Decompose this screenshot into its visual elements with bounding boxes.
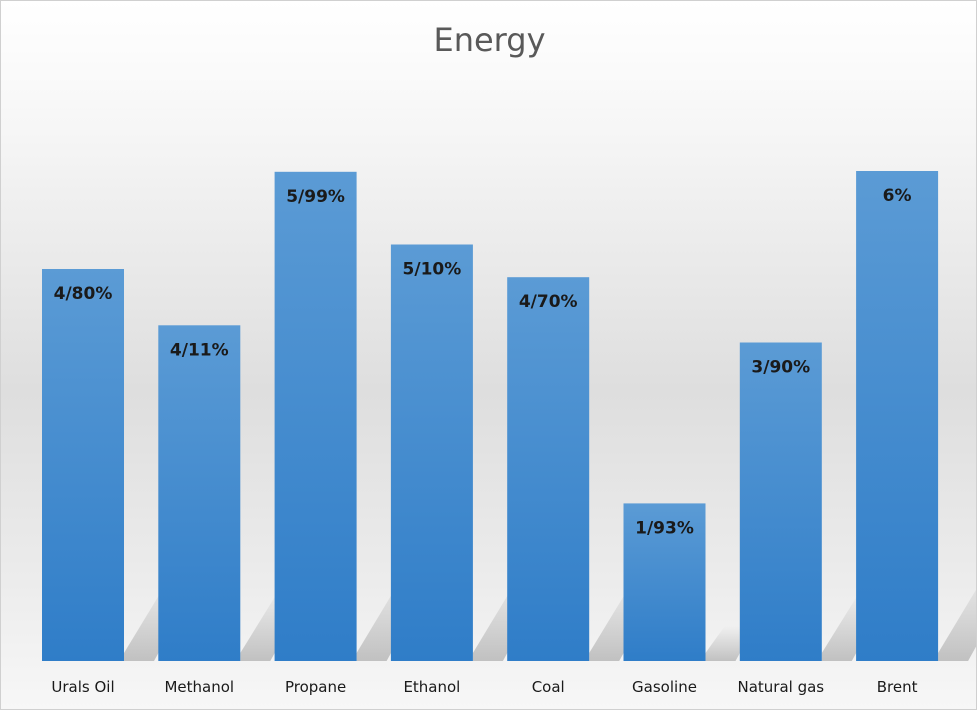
x-tick-label: Ethanol xyxy=(403,678,460,696)
x-tick-label: Gasoline xyxy=(632,678,697,696)
x-tick-label: Coal xyxy=(532,678,565,696)
bar-brent xyxy=(856,171,939,661)
data-label: 3/90% xyxy=(751,358,810,378)
bar-propane xyxy=(274,171,357,662)
x-tick-label: Propane xyxy=(285,678,346,696)
x-tick-label: Urals Oil xyxy=(51,678,114,696)
x-tick-label: Brent xyxy=(877,678,918,696)
x-tick-label: Methanol xyxy=(164,678,234,696)
bar-shadow xyxy=(938,589,976,661)
data-label: 1/93% xyxy=(635,518,694,538)
bar-coal xyxy=(507,277,590,661)
bar-gasoline xyxy=(623,503,706,661)
chart-title: Energy xyxy=(433,21,546,59)
x-tick-label: Natural gas xyxy=(737,678,824,696)
data-label: 4/70% xyxy=(519,292,578,312)
bar-ethanol xyxy=(390,244,473,661)
data-label: 5/99% xyxy=(286,187,345,207)
bar-urals-oil xyxy=(42,269,124,661)
bar-methanol xyxy=(158,325,241,661)
data-label: 4/11% xyxy=(170,340,229,360)
data-label: 6% xyxy=(883,186,912,206)
data-label: 5/10% xyxy=(403,260,462,280)
data-label: 4/80% xyxy=(54,284,113,304)
bar-natural-gas xyxy=(739,342,822,661)
